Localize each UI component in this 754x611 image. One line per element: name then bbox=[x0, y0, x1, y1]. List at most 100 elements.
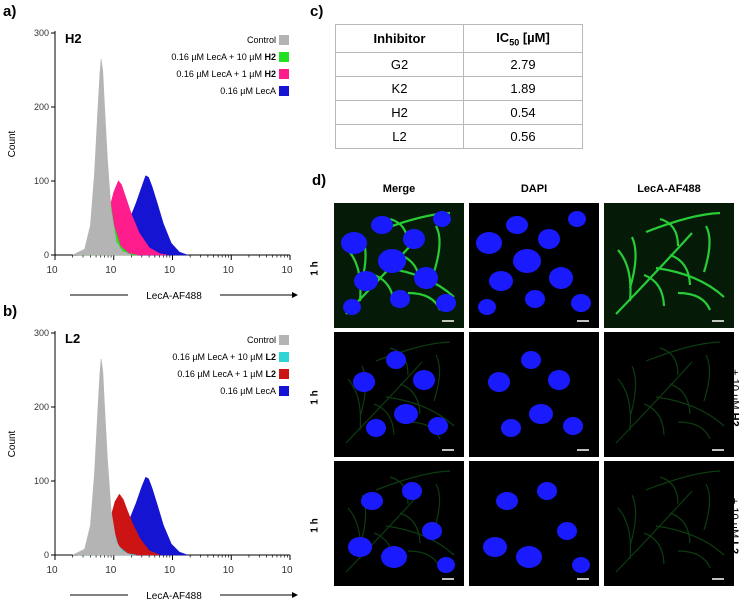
micrograph-image bbox=[488, 351, 589, 451]
legend-label-bold: H2 bbox=[264, 69, 276, 79]
series-area-0 bbox=[72, 58, 132, 256]
x-axis-label-bg bbox=[128, 588, 220, 600]
cell-inhibitor: K2 bbox=[335, 76, 464, 101]
nucleus bbox=[548, 370, 570, 390]
nucleus bbox=[361, 492, 383, 510]
panel-label-b: b) bbox=[3, 303, 18, 320]
x-tick-label: 10 bbox=[281, 565, 293, 576]
y-tick-label: 0 bbox=[44, 250, 49, 260]
nucleus bbox=[571, 294, 591, 312]
legend-label-2: 0.16 µM LecA + 1 µM L2 bbox=[177, 369, 276, 379]
row-label-time: 1 h bbox=[309, 518, 321, 533]
x-tick-label: 10 bbox=[223, 265, 235, 276]
x-tick-label: 10 bbox=[46, 265, 58, 276]
nucleus bbox=[348, 537, 372, 557]
cell-ic50: 0.54 bbox=[463, 100, 583, 125]
legend-label-text: 0.16 µM LecA + 1 µM bbox=[177, 369, 265, 379]
micrograph-image bbox=[615, 470, 725, 580]
column-header-inhibitor: Inhibitor bbox=[335, 24, 464, 53]
histogram-chart-h2: 0100200300102103104105106CountLecA-AF488… bbox=[7, 28, 298, 300]
x-axis-label: LecA-AF488 bbox=[146, 591, 202, 600]
row-label-time: 1 h bbox=[309, 390, 321, 405]
table-row: H2 0.54 bbox=[335, 100, 583, 125]
nucleus bbox=[516, 546, 542, 568]
nucleus bbox=[394, 404, 418, 424]
micrograph-tile bbox=[469, 461, 599, 586]
legend-label-1: 0.16 µM LecA + 10 µM L2 bbox=[172, 352, 276, 362]
y-tick-label: 100 bbox=[34, 476, 49, 486]
micrograph-tile bbox=[334, 203, 464, 328]
column-header-ic50: IC50 [µM] bbox=[463, 24, 583, 53]
micrograph-image bbox=[345, 470, 455, 580]
nucleus bbox=[414, 267, 438, 289]
legend-label-0: Control bbox=[247, 335, 276, 345]
micrograph-image bbox=[483, 482, 590, 580]
column-header-leca: LecA-AF488 bbox=[637, 183, 701, 195]
legend-swatch-3 bbox=[279, 386, 289, 396]
nucleus bbox=[354, 271, 378, 291]
nucleus bbox=[537, 482, 557, 500]
micrograph-tile bbox=[604, 332, 734, 457]
nucleus bbox=[521, 351, 541, 369]
nucleus bbox=[549, 267, 573, 289]
nucleus bbox=[353, 372, 375, 392]
y-tick-label: 0 bbox=[44, 550, 49, 560]
x-tick-label: 10 bbox=[105, 565, 117, 576]
legend-label-text: 0.16 µM LecA + 10 µM bbox=[171, 52, 264, 62]
legend-label-0: Control bbox=[247, 35, 276, 45]
micrograph-tile bbox=[604, 461, 734, 586]
treatment-label-h2: + 10 µM H2 bbox=[729, 369, 741, 426]
column-header-dapi: DAPI bbox=[520, 183, 548, 195]
legend-swatch-2 bbox=[279, 369, 289, 379]
nucleus bbox=[568, 211, 586, 227]
legend-label-1: 0.16 µM LecA + 10 µM H2 bbox=[171, 52, 276, 62]
table-header-row: Inhibitor IC50 [µM] bbox=[335, 24, 583, 53]
series-area-0 bbox=[72, 358, 132, 556]
membrane-haze bbox=[604, 203, 734, 328]
y-tick-label: 200 bbox=[34, 102, 49, 112]
ic50-header-sub: 50 bbox=[509, 37, 520, 48]
legend-swatch-3 bbox=[279, 86, 289, 96]
y-tick-label: 200 bbox=[34, 402, 49, 412]
nucleus bbox=[483, 537, 507, 557]
nucleus bbox=[525, 290, 545, 308]
ic50-header-main: IC bbox=[496, 29, 510, 45]
panel-label-d: d) bbox=[312, 172, 327, 189]
chart-title: L2 bbox=[65, 331, 80, 346]
nucleus bbox=[402, 482, 422, 500]
x-tick-label: 10 bbox=[46, 565, 58, 576]
nucleus bbox=[488, 372, 510, 392]
nucleus bbox=[501, 419, 521, 437]
cell-ic50: 1.89 bbox=[463, 76, 583, 101]
nucleus bbox=[529, 404, 553, 424]
micrograph-image bbox=[476, 211, 591, 322]
legend-label-text: 0.16 µM LecA + 10 µM bbox=[172, 352, 265, 362]
nucleus bbox=[478, 299, 496, 315]
x-axis-arrowhead bbox=[292, 592, 298, 598]
nucleus bbox=[489, 271, 513, 291]
x-axis-label: LecA-AF488 bbox=[146, 291, 202, 300]
nucleus bbox=[572, 557, 590, 573]
nucleus bbox=[563, 417, 583, 435]
micrograph-tile bbox=[469, 203, 599, 328]
y-tick-label: 300 bbox=[34, 328, 49, 338]
membrane-stain bbox=[345, 470, 455, 573]
panel-label-c: c) bbox=[310, 3, 324, 20]
cell-ic50: 0.56 bbox=[463, 124, 583, 149]
nucleus bbox=[506, 216, 528, 234]
histogram-chart-l2: 0100200300102103104105106CountLecA-AF488… bbox=[7, 328, 298, 600]
column-header-merge: Merge bbox=[382, 183, 416, 195]
panel-label-a: a) bbox=[3, 3, 17, 20]
x-tick-label: 10 bbox=[105, 265, 117, 276]
nucleus bbox=[437, 557, 455, 573]
micrograph-tile bbox=[604, 203, 734, 328]
treatment-compound: H2 bbox=[728, 412, 741, 427]
nucleus bbox=[341, 232, 367, 254]
legend-swatch-1 bbox=[279, 52, 289, 62]
nucleus bbox=[422, 522, 442, 540]
nucleus bbox=[428, 417, 448, 435]
cell-inhibitor: H2 bbox=[335, 100, 464, 125]
micrograph-image bbox=[615, 341, 725, 451]
nucleus bbox=[371, 216, 393, 234]
legend-label-bold: L2 bbox=[265, 352, 276, 362]
